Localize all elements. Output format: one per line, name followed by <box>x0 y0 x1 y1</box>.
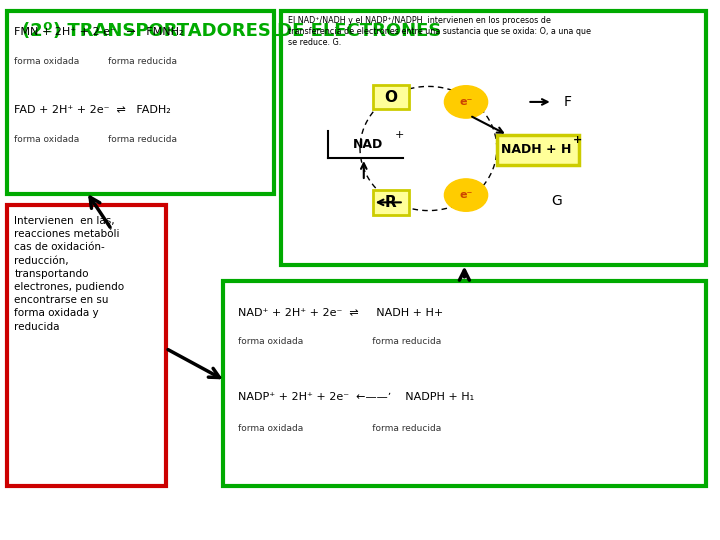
Text: e⁻: e⁻ <box>459 97 473 107</box>
Text: +: + <box>573 135 582 145</box>
Text: NAD⁺ + 2H⁺ + 2e⁻  ⇌     NADH + H+: NAD⁺ + 2H⁺ + 2e⁻ ⇌ NADH + H+ <box>238 308 443 318</box>
FancyBboxPatch shape <box>7 11 274 194</box>
Text: forma oxidada          forma reducida: forma oxidada forma reducida <box>14 135 177 144</box>
Text: (2º) TRANSPORTADORES DE ELECTRONES: (2º) TRANSPORTADORES DE ELECTRONES <box>22 22 441 39</box>
FancyBboxPatch shape <box>281 11 706 265</box>
FancyBboxPatch shape <box>373 191 409 215</box>
Text: forma oxidada          forma reducida: forma oxidada forma reducida <box>14 57 177 66</box>
Text: NADP⁺ + 2H⁺ + 2e⁻  ←——ʼ    NADPH + H₁: NADP⁺ + 2H⁺ + 2e⁻ ←——ʼ NADPH + H₁ <box>238 392 474 402</box>
Circle shape <box>444 179 487 211</box>
Text: O: O <box>384 90 397 105</box>
Text: e⁻: e⁻ <box>459 190 473 200</box>
Text: G: G <box>552 194 562 208</box>
Text: FMN + 2H⁺ + 2 e⁻   ⇀   FMNH₂: FMN + 2H⁺ + 2 e⁻ ⇀ FMNH₂ <box>14 27 184 37</box>
Text: Intervienen  en las,
reacciones metabóli
cas de oxidación-
reducción,
transporta: Intervienen en las, reacciones metabóli … <box>14 216 125 332</box>
Text: +: + <box>395 130 404 140</box>
FancyBboxPatch shape <box>7 205 166 486</box>
Text: NAD: NAD <box>353 138 383 151</box>
Text: FAD + 2H⁺ + 2e⁻  ⇌   FADH₂: FAD + 2H⁺ + 2e⁻ ⇌ FADH₂ <box>14 105 171 116</box>
Text: NADH + H: NADH + H <box>501 143 572 156</box>
FancyBboxPatch shape <box>373 85 409 109</box>
Text: F: F <box>564 95 572 109</box>
Circle shape <box>444 86 487 118</box>
Text: El NAD⁺/NADH y el NADP⁺/NADPH  intervienen en los procesos de
transferencia de e: El NAD⁺/NADH y el NADP⁺/NADPH interviene… <box>288 16 591 48</box>
Text: forma oxidada                        forma reducida: forma oxidada forma reducida <box>238 338 441 347</box>
Text: forma oxidada                        forma reducida: forma oxidada forma reducida <box>238 424 441 433</box>
Text: R: R <box>385 195 397 211</box>
FancyBboxPatch shape <box>497 135 580 165</box>
FancyBboxPatch shape <box>223 281 706 486</box>
